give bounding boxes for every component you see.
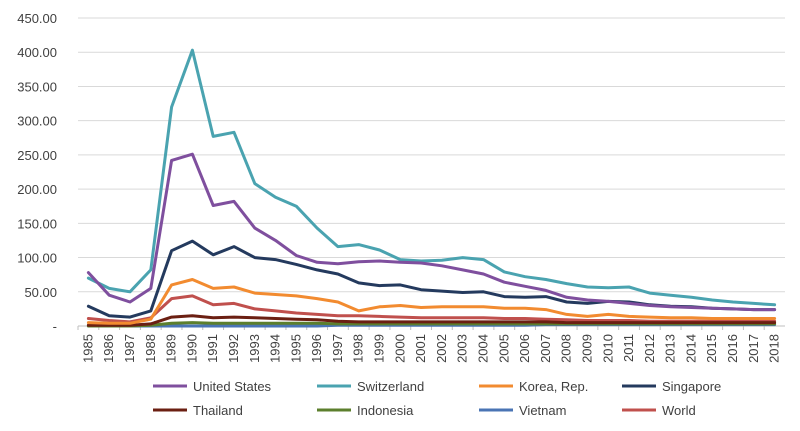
x-tick-label: 2004 [475,334,490,363]
legend-label-united-states: United States [193,379,272,394]
x-tick-label: 1988 [143,334,158,363]
y-tick-label: 150.00 [17,216,57,231]
gridlines [78,17,785,293]
x-tick-label: 2017 [746,334,761,363]
x-tick-label: 2003 [455,334,470,363]
x-tick-label: 1995 [288,334,303,363]
legend-label-switzerland: Switzerland [357,379,424,394]
series-line-korea-rep [86,278,777,325]
x-tick-label: 2012 [642,334,657,363]
x-tick-label: 2005 [496,334,511,363]
legend-label-world: World [662,403,696,418]
x-tick-label: 2008 [559,334,574,363]
x-tick-label: 2002 [434,334,449,363]
x-tick-label: 2000 [392,334,407,363]
x-tick-label: 1987 [122,334,137,363]
y-tick-label: 100.00 [17,251,57,266]
x-tick-label: 1998 [351,334,366,363]
legend-label-korea-rep: Korea, Rep. [519,379,588,394]
y-tick-label: 350.00 [17,79,57,94]
series-line-united-states [86,152,777,312]
x-axis-ticks: 1985 1986 1987 1988 1989 1990 1991 1992 1993 1994… [77,326,782,363]
x-tick-label: 1994 [268,334,283,363]
x-tick-label: 2015 [704,334,719,363]
series-line-switzerland [86,48,777,307]
y-axis-ticks: 450.00 400.00 350.00 300.00 250.00 200.00 150.… [17,11,57,334]
x-tick-label: 1992 [226,334,241,363]
x-tick-label: 2009 [579,334,594,363]
x-tick-label: 1997 [330,334,345,363]
y-tick-label: 250.00 [17,148,57,163]
y-tick-label: 200.00 [17,182,57,197]
legend-label-vietnam: Vietnam [519,403,566,418]
legend: United States Switzerland Korea, Rep. Singa… [153,379,721,418]
x-tick-label: 2014 [683,334,698,363]
x-tick-label: 1996 [309,334,324,363]
x-tick-label: 2011 [621,334,636,362]
x-tick-label: 2006 [517,334,532,363]
legend-label-thailand: Thailand [193,403,243,418]
y-tick-label: - [53,319,57,334]
series-lines [86,48,777,328]
x-tick-label: 2010 [600,334,615,363]
legend-label-indonesia: Indonesia [357,403,414,418]
y-tick-label: 400.00 [17,45,57,60]
x-tick-label: 1999 [372,334,387,363]
x-tick-label: 1985 [80,334,95,363]
x-tick-label: 1991 [205,334,220,363]
x-tick-label: 1986 [101,334,116,363]
x-tick-label: 2001 [413,334,428,363]
x-tick-label: 2016 [725,334,740,363]
legend-label-singapore: Singapore [662,379,721,394]
x-tick-label: 1989 [164,334,179,363]
x-tick-label: 2007 [538,334,553,363]
x-tick-label: 2018 [767,334,782,363]
x-tick-label: 1993 [247,334,262,363]
y-tick-label: 300.00 [17,114,57,129]
y-tick-label: 450.00 [17,11,57,26]
x-tick-label: 2013 [663,334,678,363]
y-tick-label: 50.00 [24,285,57,300]
x-tick-label: 1990 [184,334,199,363]
series-line-thailand [86,314,777,327]
